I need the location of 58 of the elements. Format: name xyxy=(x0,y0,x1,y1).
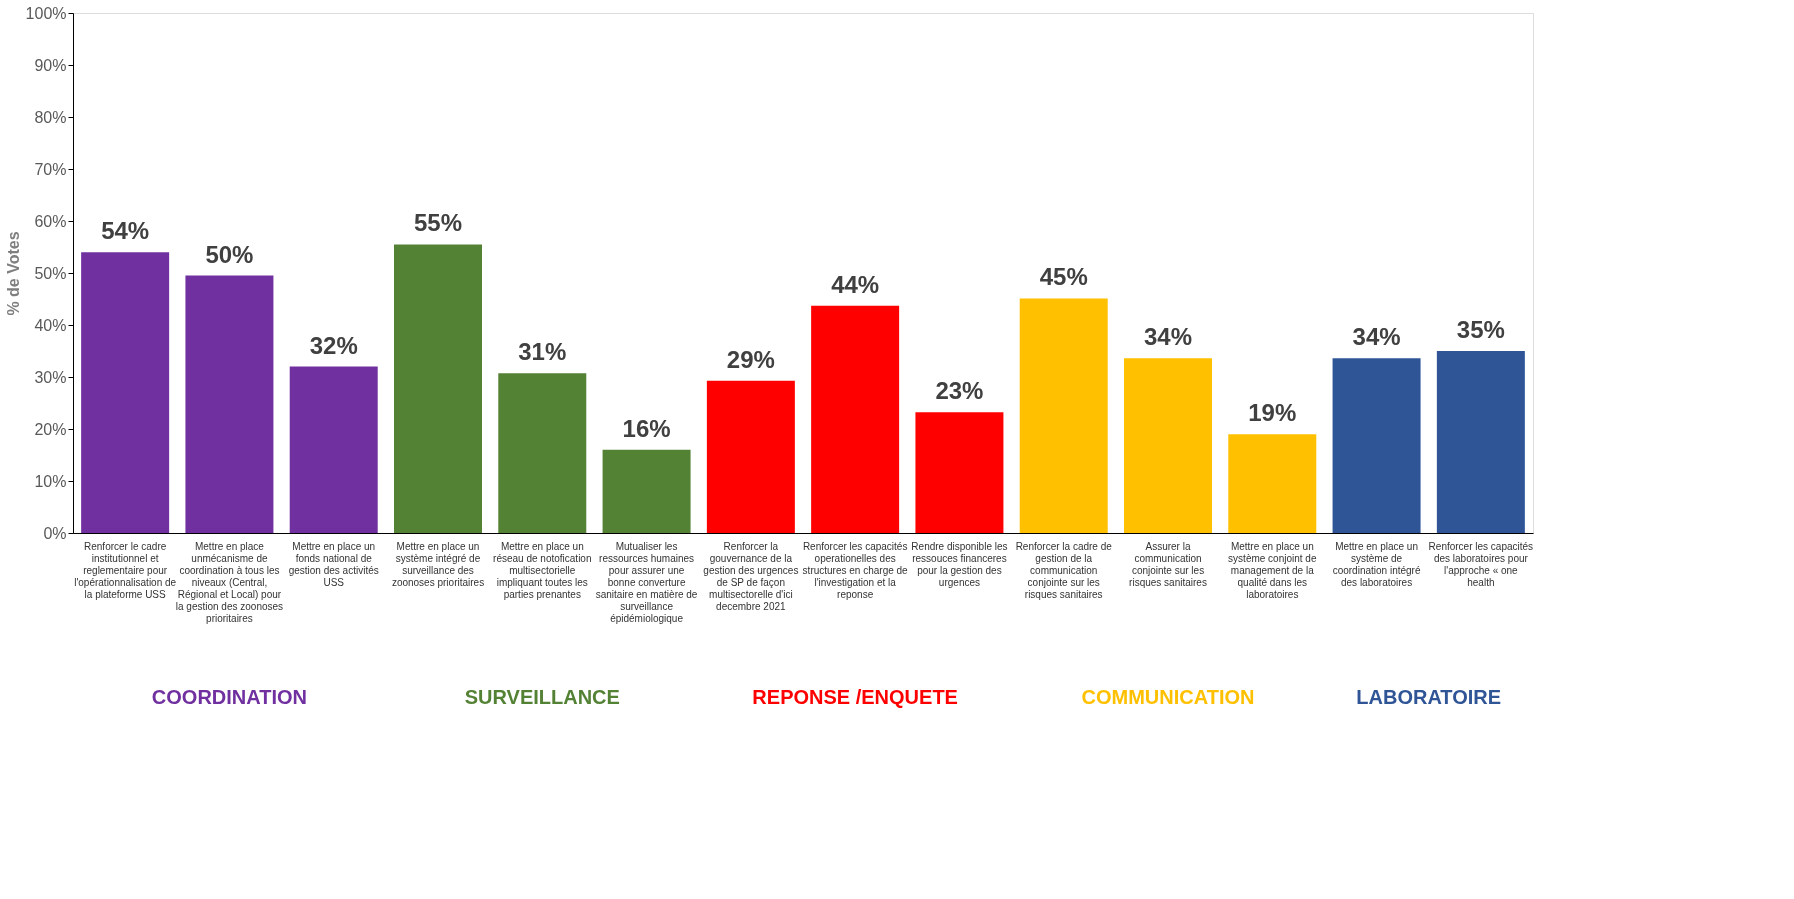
y-tick-label: 50% xyxy=(34,264,67,282)
data-label: 50% xyxy=(205,240,254,268)
x-tick-label: Renforcer la gouvernance de la gestion des urgences de SP de façon multisectorelle d'ici decembre 2021 xyxy=(703,540,799,612)
data-label: 23% xyxy=(935,377,984,405)
bar xyxy=(1019,298,1108,533)
bar xyxy=(915,412,1004,533)
x-tick-label: Mettre en place un réseau de notofication multisectorielle impliquant toutes les parties prenantes xyxy=(493,540,592,600)
data-label: 32% xyxy=(309,331,358,359)
bar xyxy=(1436,351,1525,533)
x-tick-label: Mettre en place un fonds national de gestion des activités USS xyxy=(288,540,379,588)
x-tick-label: Assurer la communication conjointe sur les risques sanitaires xyxy=(1129,540,1207,588)
y-tick-label: 70% xyxy=(34,160,67,178)
x-tick-label: Mutualiser les ressources humaines pour assurer une bonne converture sanitaire en matière de surveillance épidémiologique xyxy=(595,540,698,624)
bar xyxy=(1124,358,1212,533)
y-tick-label: 30% xyxy=(34,368,67,386)
bar xyxy=(1228,434,1317,533)
data-label: 34% xyxy=(1143,323,1193,351)
data-label: 34% xyxy=(1352,323,1401,351)
bar xyxy=(706,380,795,533)
data-label: 31% xyxy=(518,338,567,366)
x-tick-label: Mettre en place un système intégré de surveillance des zoonoses prioritaires xyxy=(391,540,485,588)
bar xyxy=(498,373,587,533)
text: LABORATOIRE xyxy=(1356,686,1502,708)
data-label: 44% xyxy=(831,270,880,298)
x-tick-label: Rendre disponible les ressouces financeres pour la gestion des urgences xyxy=(911,540,1008,588)
text: COORDINATION xyxy=(151,686,308,708)
y-tick-label: 60% xyxy=(34,212,67,230)
data-label: 19% xyxy=(1248,399,1297,427)
bar xyxy=(811,305,900,533)
x-tick-label: Renforcer les capacités des laboratoires pour l'approche « one health xyxy=(1428,540,1534,588)
y-tick-label: 20% xyxy=(34,420,67,438)
x-tick-label: Mettre en place un système de coordination intégré des laboratoires xyxy=(1332,540,1421,588)
data-label: 45% xyxy=(1039,263,1088,291)
bar xyxy=(602,449,691,533)
y-tick-label: 80% xyxy=(34,108,67,126)
x-tick-label: Renforcer la cadre de gestion de la communication conjointe sur les risques sanitaires xyxy=(1015,540,1113,600)
bar xyxy=(1332,358,1421,533)
data-label: 55% xyxy=(413,209,463,237)
y-tick-label: 10% xyxy=(34,472,67,490)
y-axis-title: % de Votes xyxy=(4,231,22,316)
text: REPONSE /ENQUETE xyxy=(752,686,958,708)
bar xyxy=(394,244,482,533)
x-tick-label: Renforcer les capacités operationelles des structures en charge de l'investigation et la reponse xyxy=(802,540,909,600)
data-label: 35% xyxy=(1456,316,1505,343)
bar xyxy=(289,366,378,533)
text: SURVEILLANCE xyxy=(464,686,620,708)
x-tick-label: Mettre en place unmécanisme de coordination à tous les niveaux (Central, Régional et Local) pour la gestion des zoonoses prioritaires xyxy=(175,540,284,624)
bar xyxy=(185,275,274,533)
bar xyxy=(81,252,170,533)
x-tick-label: Mettre en place un système conjoint de management de la qualité dans les laboratoires xyxy=(1228,540,1317,600)
y-tick-label: 100% xyxy=(25,4,67,22)
y-tick-label: 40% xyxy=(34,316,67,334)
text: COMMUNICATION xyxy=(1081,686,1255,708)
data-label: 54% xyxy=(101,217,150,245)
y-tick-label: 90% xyxy=(34,56,67,74)
data-label: 16% xyxy=(622,414,671,442)
y-tick-label: 0% xyxy=(43,524,67,542)
data-label: 29% xyxy=(726,345,775,373)
